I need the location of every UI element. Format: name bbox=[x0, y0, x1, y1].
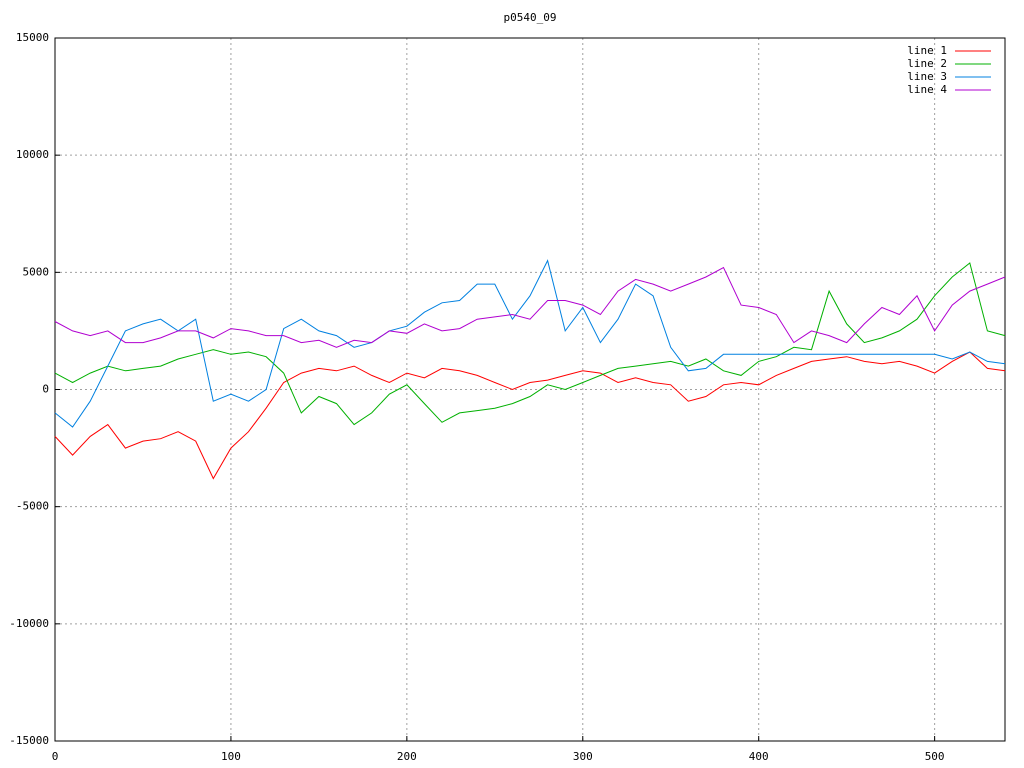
x-tick-label: 300 bbox=[573, 750, 593, 763]
y-tick-label: 0 bbox=[42, 383, 49, 396]
y-tick-label: -10000 bbox=[9, 617, 49, 630]
y-tick-label: -15000 bbox=[9, 734, 49, 747]
x-tick-label: 0 bbox=[52, 750, 59, 763]
data-line bbox=[54, 351, 1006, 480]
legend-label: line 3 bbox=[907, 70, 947, 83]
y-tick-label: 5000 bbox=[23, 265, 50, 278]
x-tick-label: 500 bbox=[925, 750, 945, 763]
data-line bbox=[54, 259, 1006, 428]
chart-title: p0540_09 bbox=[504, 11, 557, 24]
y-tick-label: -5000 bbox=[16, 500, 49, 513]
legend-label: line 2 bbox=[907, 57, 947, 70]
y-tick-label: 15000 bbox=[16, 31, 49, 44]
x-tick-label: 200 bbox=[397, 750, 417, 763]
y-tick-label: 10000 bbox=[16, 148, 49, 161]
data-line bbox=[54, 262, 1006, 426]
legend-label: line 4 bbox=[907, 83, 947, 96]
plot-frame bbox=[54, 37, 1006, 742]
x-tick-label: 400 bbox=[749, 750, 769, 763]
x-tick-label: 100 bbox=[221, 750, 241, 763]
legend-label: line 1 bbox=[907, 44, 947, 57]
data-line bbox=[54, 266, 1006, 348]
